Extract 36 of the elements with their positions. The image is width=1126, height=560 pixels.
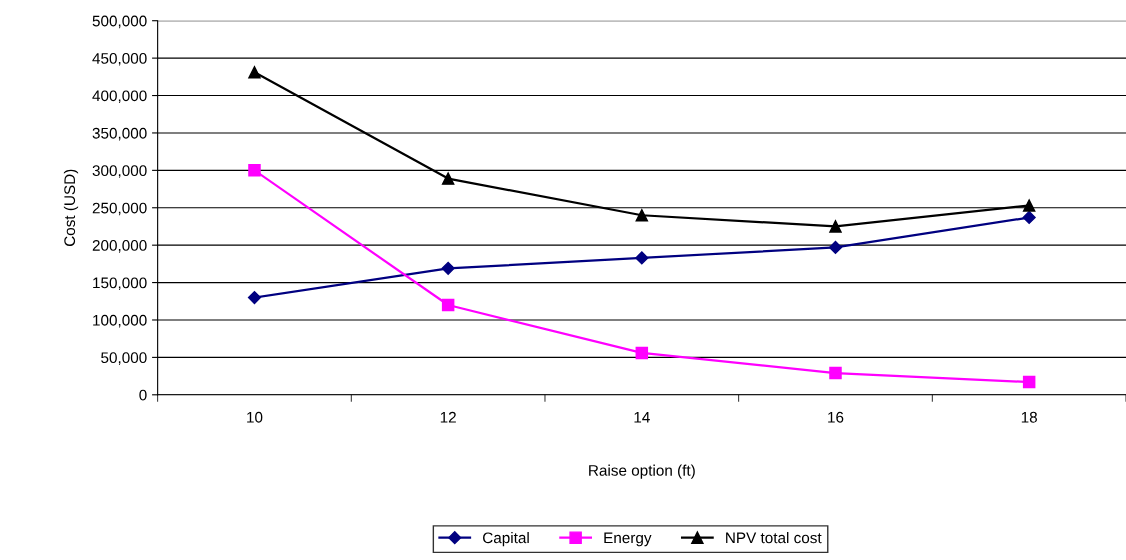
y-tick-label: 350,000	[92, 127, 147, 141]
legend-label: NPV total cost	[726, 532, 822, 544]
y-tick-label: 100,000	[93, 314, 147, 328]
point	[441, 298, 455, 312]
point	[829, 366, 842, 380]
point	[247, 290, 262, 305]
point	[828, 240, 843, 255]
point	[441, 261, 455, 275]
y-tick-label: 150,000	[93, 277, 147, 291]
point	[248, 164, 261, 177]
y-tick-label: 0	[139, 389, 147, 401]
y-axis-title: Cost (USD)	[63, 169, 79, 247]
point	[248, 66, 261, 79]
y-tick-label: 500,000	[92, 15, 147, 29]
x-tick-label: 18	[1021, 411, 1037, 423]
y-tick-label: 250,000	[92, 202, 147, 216]
x-tick-label: 12	[440, 411, 456, 423]
y-tick-label: 50,000	[101, 352, 147, 365]
x-tick-label: 16	[828, 411, 844, 423]
point	[441, 172, 455, 185]
x-tick-label: 10	[247, 411, 263, 423]
y-tick-label: 300,000	[92, 165, 147, 178]
point	[635, 346, 649, 360]
y-tick-label: 450,000	[92, 53, 147, 66]
point	[635, 208, 649, 222]
legend-label: Capital	[483, 532, 529, 547]
y-tick-label: 200,000	[92, 240, 147, 253]
x-tick-label: 14	[634, 412, 650, 423]
point	[1022, 210, 1036, 225]
point	[635, 251, 649, 265]
point	[1022, 375, 1036, 389]
x-axis-title: Raise option (ft)	[589, 464, 695, 479]
y-tick-label: 400,000	[92, 90, 147, 104]
point	[1022, 199, 1036, 212]
legend-label: Energy	[604, 532, 652, 547]
point	[829, 220, 842, 233]
